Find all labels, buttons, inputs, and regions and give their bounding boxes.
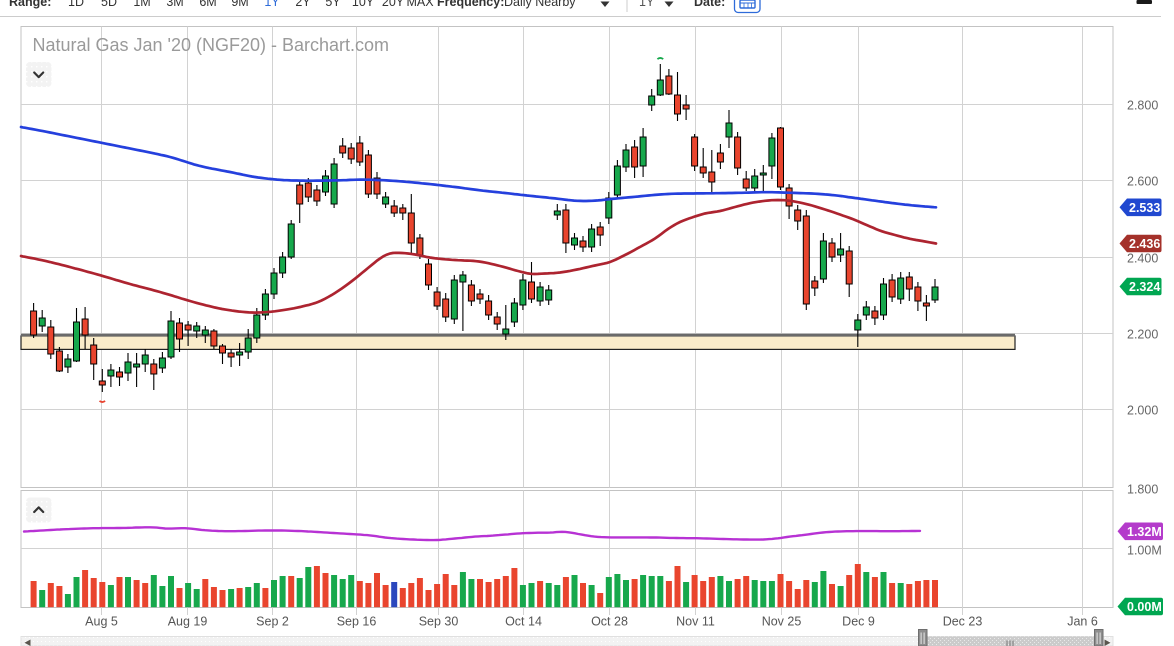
svg-text:2.600: 2.600 xyxy=(1127,175,1158,189)
svg-text:Jan 6: Jan 6 xyxy=(1067,615,1098,629)
svg-text:2.324: 2.324 xyxy=(1129,280,1160,294)
svg-text:Frequency:: Frequency: xyxy=(437,0,504,9)
svg-text:Daily Nearby: Daily Nearby xyxy=(504,0,576,9)
svg-text:2.200: 2.200 xyxy=(1127,328,1158,342)
svg-text:1Y: 1Y xyxy=(264,0,280,9)
svg-text:Dec 23: Dec 23 xyxy=(943,615,983,629)
svg-text:5D: 5D xyxy=(101,0,117,9)
svg-text:Range:: Range: xyxy=(9,0,51,9)
svg-text:1.800: 1.800 xyxy=(1127,483,1158,497)
svg-text:Sep 30: Sep 30 xyxy=(419,615,459,629)
svg-text:2.000: 2.000 xyxy=(1127,404,1158,418)
svg-text:Oct 14: Oct 14 xyxy=(505,615,542,629)
svg-text:20Y: 20Y xyxy=(382,0,405,9)
svg-text:6M: 6M xyxy=(199,0,216,9)
svg-text:1D: 1D xyxy=(68,0,84,9)
svg-text:2.800: 2.800 xyxy=(1127,99,1158,113)
svg-text:Date:: Date: xyxy=(694,0,725,9)
svg-text:5Y: 5Y xyxy=(325,0,341,9)
svg-text:1.32M: 1.32M xyxy=(1127,525,1162,539)
svg-text:Natural Gas Jan '20 (NGF20) -: Natural Gas Jan '20 (NGF20) - Barchart.c… xyxy=(33,35,390,55)
svg-text:Sep 2: Sep 2 xyxy=(256,615,289,629)
svg-text:2Y: 2Y xyxy=(295,0,311,9)
svg-text:1Y: 1Y xyxy=(639,0,655,9)
svg-text:10Y: 10Y xyxy=(352,0,375,9)
svg-text:Aug 5: Aug 5 xyxy=(85,615,118,629)
svg-text:2.436: 2.436 xyxy=(1129,237,1160,251)
svg-text:Dec 9: Dec 9 xyxy=(842,615,875,629)
svg-text:Nov 25: Nov 25 xyxy=(762,615,802,629)
svg-text:1.00M: 1.00M xyxy=(1127,544,1162,558)
svg-text:Nov 11: Nov 11 xyxy=(676,615,715,629)
svg-text:0.00M: 0.00M xyxy=(1127,600,1162,614)
svg-text:Aug 19: Aug 19 xyxy=(168,615,208,629)
svg-text:2.400: 2.400 xyxy=(1127,252,1158,266)
svg-text:9M: 9M xyxy=(231,0,248,9)
svg-text:3M: 3M xyxy=(166,0,183,9)
svg-text:Sep 16: Sep 16 xyxy=(337,615,377,629)
svg-text:MAX: MAX xyxy=(406,0,434,9)
svg-text:2.533: 2.533 xyxy=(1129,201,1160,215)
svg-text:Oct 28: Oct 28 xyxy=(591,615,628,629)
svg-text:1M: 1M xyxy=(133,0,150,9)
